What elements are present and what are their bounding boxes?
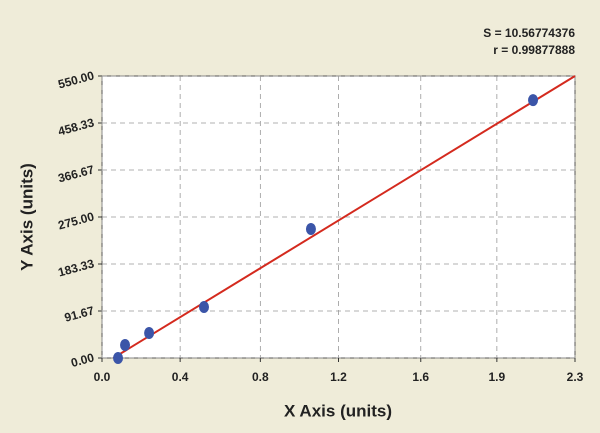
data-point	[113, 352, 124, 364]
annotation: r = 0.99877888	[493, 43, 575, 57]
x-tick-label: 0.0	[94, 370, 111, 384]
data-point	[528, 94, 539, 107]
x-tick-label: 1.6	[412, 370, 429, 384]
x-tick-label: 0.4	[172, 370, 189, 384]
annotation: S = 10.56774376	[483, 26, 575, 40]
x-tick-label: 0.8	[252, 370, 269, 384]
x-tick-label: 2.3	[567, 370, 584, 384]
data-point	[199, 300, 210, 313]
data-point	[120, 338, 131, 351]
y-tick-label: 0.00	[69, 350, 95, 370]
fit-line	[112, 75, 576, 359]
y-axis-label: Y Axis (units)	[17, 163, 36, 271]
x-tick-label: 1.9	[489, 370, 506, 384]
x-axis-label: X Axis (units)	[284, 401, 392, 420]
x-tick-label: 1.2	[330, 370, 347, 384]
data-point	[305, 222, 316, 235]
data-point	[144, 326, 155, 339]
